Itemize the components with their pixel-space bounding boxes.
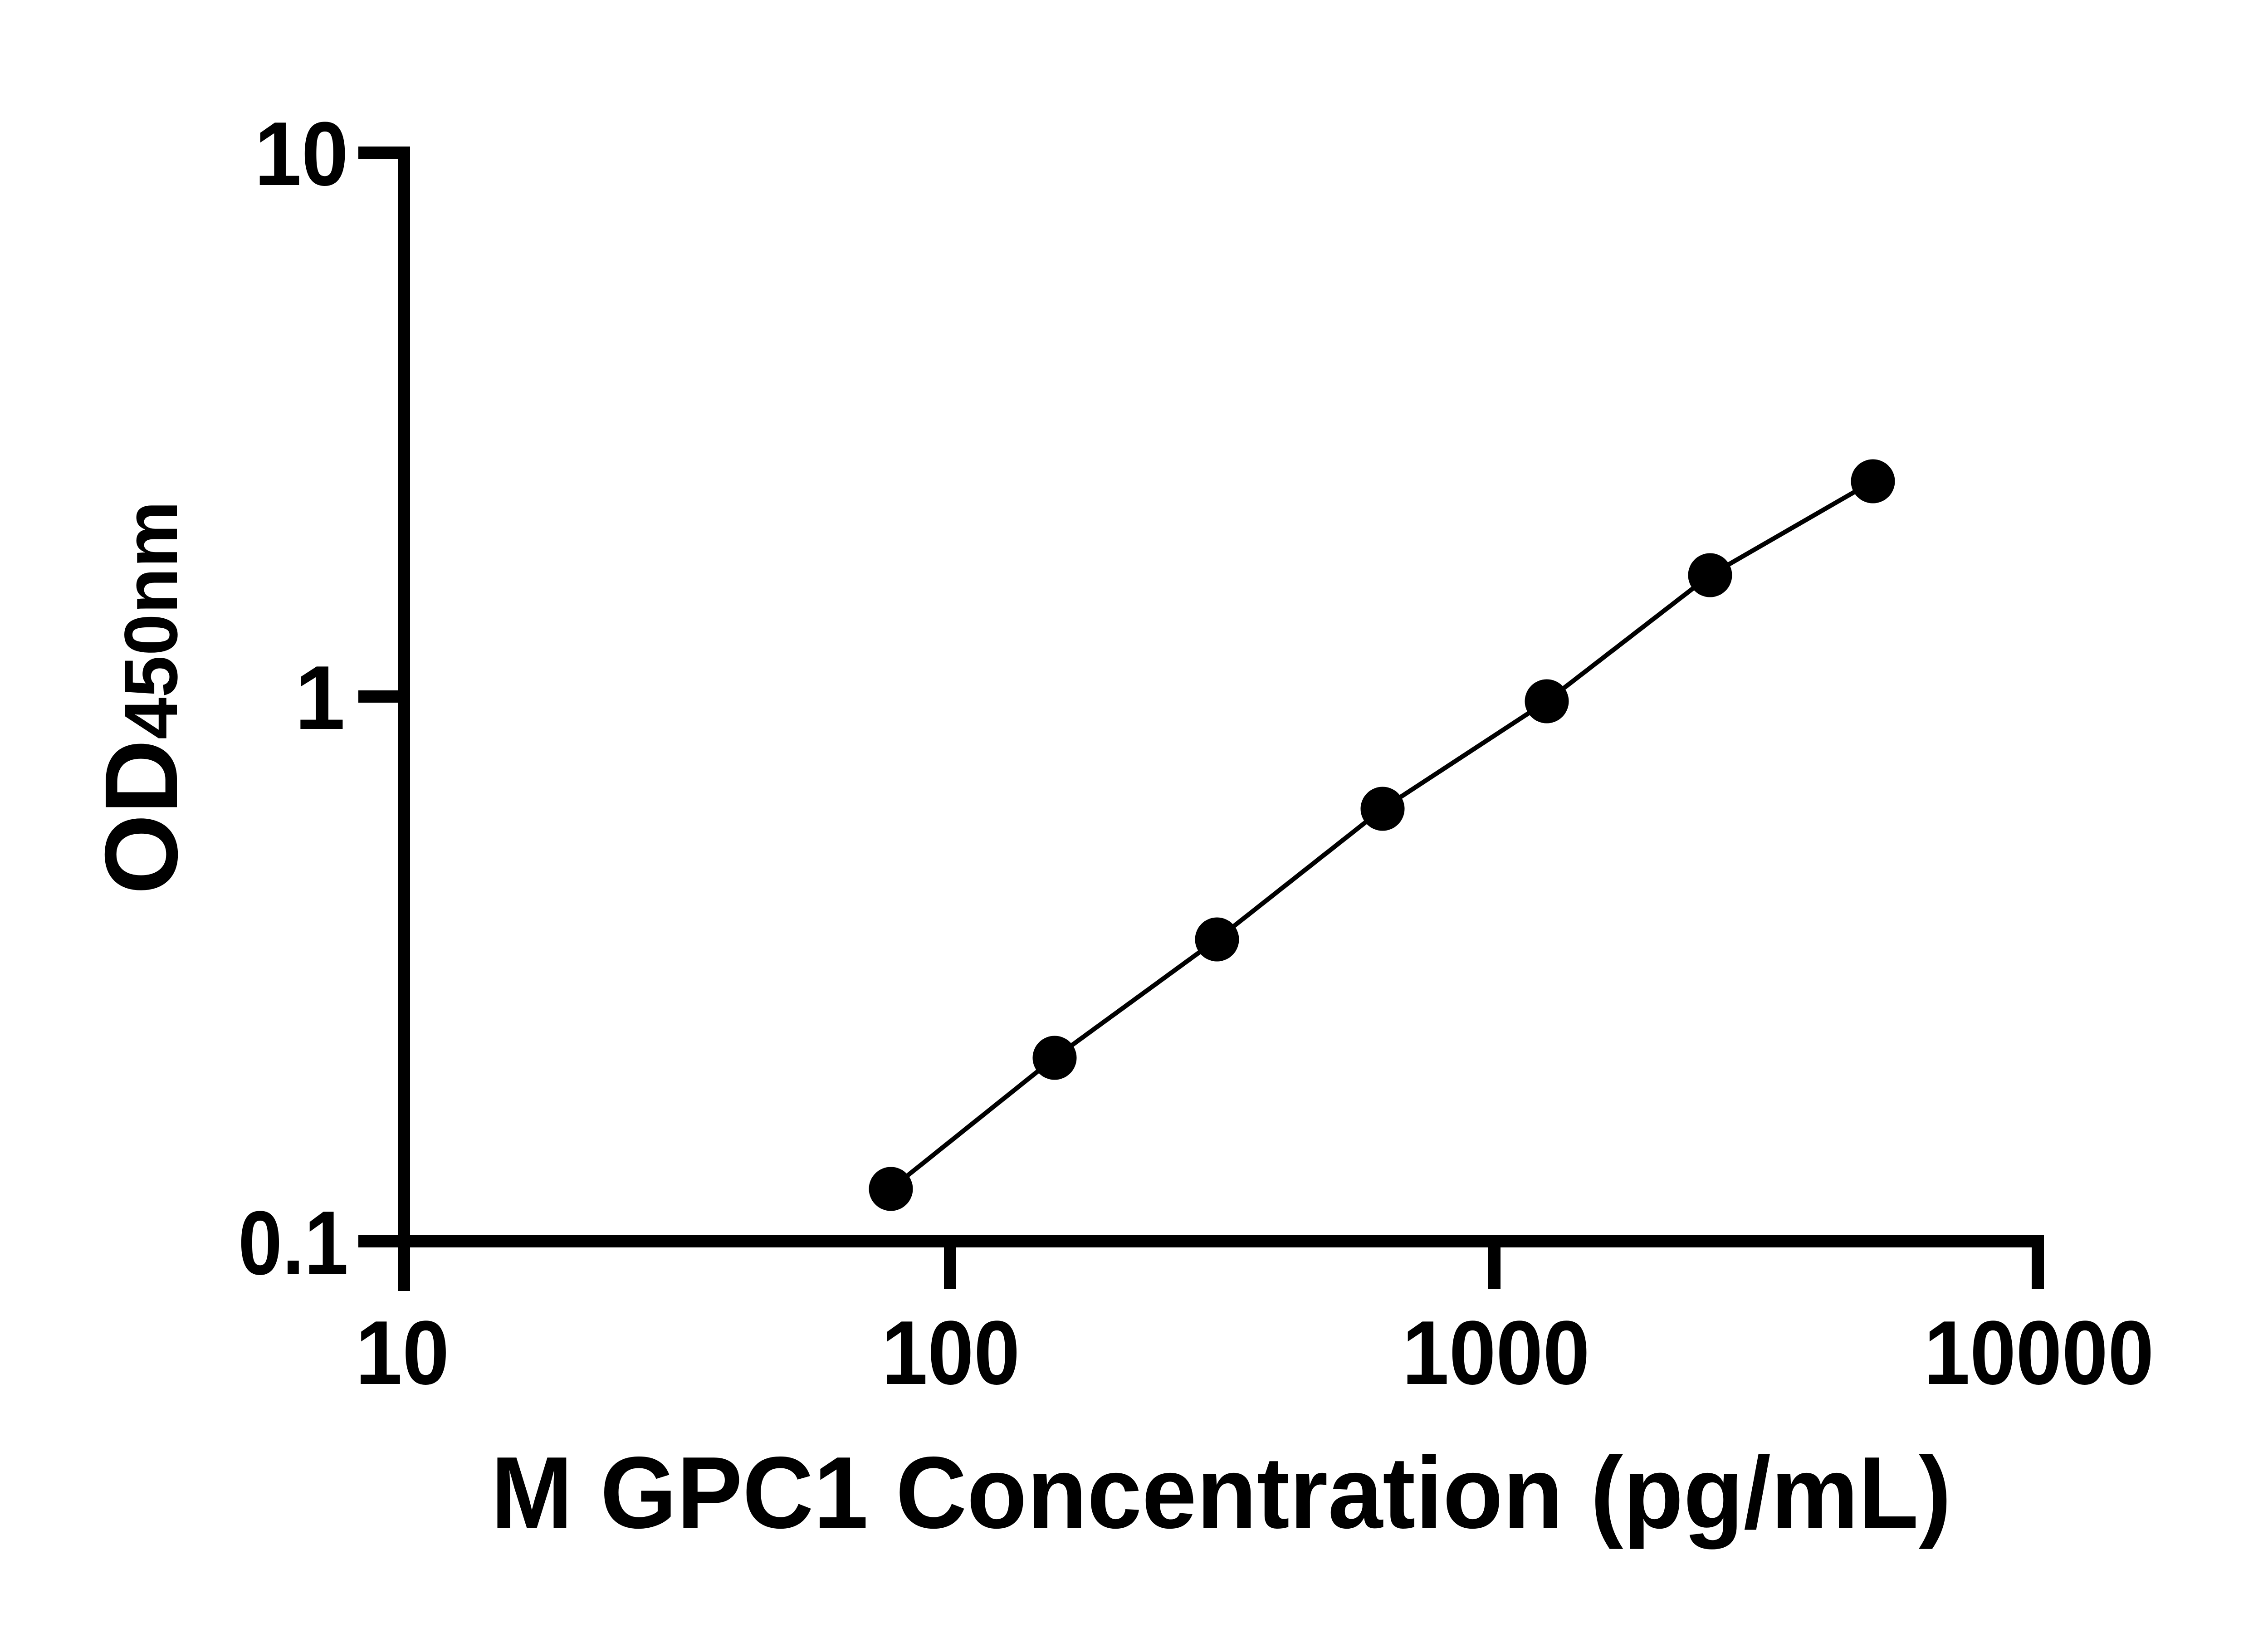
svg-text:100: 100: [882, 1302, 1020, 1403]
svg-text:0.1: 0.1: [238, 1193, 348, 1294]
svg-text:10: 10: [356, 1302, 450, 1403]
svg-text:M GPC1 Concentration (pg/mL): M GPC1 Concentration (pg/mL): [491, 1435, 1951, 1550]
svg-text:10: 10: [254, 103, 348, 205]
svg-text:1000: 1000: [1402, 1302, 1590, 1403]
svg-text:10000: 10000: [1924, 1302, 2154, 1403]
svg-text:1: 1: [295, 647, 345, 748]
